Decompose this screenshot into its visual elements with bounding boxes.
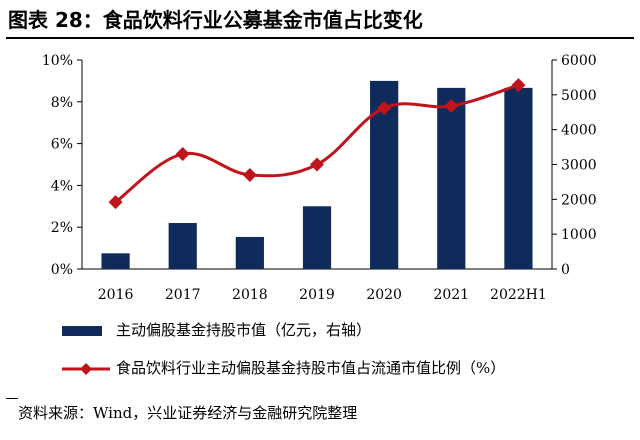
- legend-bar-label: 主动偏股基金持股市值（亿元，右轴）: [116, 321, 372, 339]
- line-point: [242, 167, 257, 182]
- left-tick-label: 2%: [51, 220, 73, 236]
- x-tick-label: 2016: [98, 287, 134, 303]
- bar: [504, 87, 533, 269]
- left-tick-label: 8%: [51, 95, 73, 111]
- chart-area: 0%2%4%6%8%10% 0100020003000400050006000 …: [42, 53, 597, 303]
- right-tick-label: 0: [561, 262, 570, 278]
- legend-bar-swatch: [62, 326, 102, 336]
- x-tick-label: 2020: [366, 287, 402, 303]
- line-point: [511, 78, 526, 93]
- right-tick-label: 3000: [561, 158, 597, 174]
- left-tick-label: 6%: [51, 137, 73, 153]
- line-point: [175, 147, 190, 162]
- right-tick-label: 5000: [561, 88, 597, 104]
- x-tick-label: 2017: [165, 287, 201, 303]
- left-tick-label: 4%: [51, 178, 73, 194]
- x-tick-label: 2021: [433, 287, 469, 303]
- right-tick-label: 6000: [561, 53, 597, 69]
- chart-title: 图表 28：食品饮料行业公募基金市值占比变化: [8, 8, 423, 32]
- line-point: [310, 157, 324, 172]
- x-tick-label: 2019: [299, 287, 335, 303]
- source-note: 资料来源：Wind，兴业证券经济与金融研究院整理: [18, 404, 358, 422]
- right-axis: 0 1000 2000 3000 4000 5000 6000: [551, 53, 597, 278]
- left-axis: 0% 2% 4% 6% 8% 10%: [42, 53, 83, 278]
- line-point: [377, 101, 392, 116]
- x-axis: 2016 2017 2018 2019 2020 2021 2022H1: [82, 268, 552, 303]
- title-divider: [6, 37, 634, 39]
- left-tick-label: 10%: [42, 53, 73, 69]
- right-tick-label: 1000: [561, 227, 597, 243]
- source-divider: [6, 398, 18, 399]
- bar: [168, 223, 197, 269]
- right-tick-label: 4000: [561, 123, 597, 139]
- right-tick-label: 2000: [561, 192, 597, 208]
- line-point: [444, 98, 459, 113]
- bar: [302, 206, 332, 269]
- bar-series: [101, 80, 533, 270]
- line-series: [108, 78, 526, 210]
- legend-line-label: 食品饮料行业主动偏股基金持股市值占流通市值比例（%）: [116, 359, 506, 377]
- bar: [101, 253, 130, 269]
- bar: [437, 87, 466, 269]
- x-tick-label: 2018: [232, 287, 268, 303]
- legend-line-swatch: [62, 363, 110, 375]
- left-tick-label: 0%: [51, 262, 73, 278]
- line-point: [108, 195, 123, 210]
- title-bar: 图表 28：食品饮料行业公募基金市值占比变化: [0, 0, 640, 34]
- bar: [235, 236, 264, 269]
- x-tick-label: 2022H1: [490, 287, 547, 303]
